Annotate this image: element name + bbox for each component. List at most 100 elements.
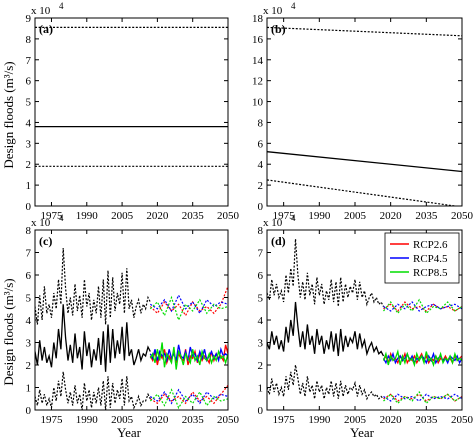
x-tick-label: 2020 <box>146 414 169 426</box>
x-tick-label: 2020 <box>146 210 169 222</box>
series-line-rcp85 <box>382 348 462 368</box>
plot-frame <box>266 17 463 207</box>
exponent-power: 4 <box>59 1 64 11</box>
exponent-label: x 10 <box>263 217 283 229</box>
x-tick-label: 1975 <box>273 414 296 426</box>
x-tick-label: 2035 <box>415 414 438 426</box>
y-tick-label: 6 <box>258 270 264 282</box>
y-tick-label: 4 <box>26 315 32 327</box>
y-tick-label: 7 <box>26 248 32 260</box>
series-line-11 <box>383 390 462 405</box>
series-line-2 <box>35 371 151 410</box>
x-tick-label: 2050 <box>217 414 240 426</box>
y-tick-label: 14 <box>252 55 264 67</box>
series-line-7 <box>383 301 462 312</box>
series-line-9 <box>149 384 228 405</box>
legend: RCP2.6 RCP4.5 RCP8.5 <box>384 232 460 284</box>
y-tick-label: 3 <box>26 338 32 350</box>
y-tick-label: 7 <box>258 248 264 260</box>
y-tick-label: 8 <box>258 225 264 237</box>
y-tick-label: 7 <box>26 55 32 67</box>
legend-entry: RCP8.5 <box>413 267 448 279</box>
series-group <box>35 26 228 167</box>
ylabel-top: Design floods (m³/s) <box>1 61 16 168</box>
y-tick-label: 4 <box>258 315 264 327</box>
y-tick-label: 18 <box>252 13 264 25</box>
x-tick-label: 1990 <box>308 210 331 222</box>
series-group <box>267 26 462 206</box>
xlabel-right: Year <box>350 425 375 440</box>
series-line-2 <box>267 179 455 206</box>
panel-label: (c) <box>39 234 52 248</box>
panel-label: (b) <box>271 22 286 36</box>
x-tick-label: 2005 <box>111 414 134 426</box>
panel-b: 1975 1990 2005 2020 2035 2050 0 2 4 6 8 10 12 14 16 18x… <box>252 1 474 222</box>
series-line-0 <box>267 238 385 307</box>
x-tick-label: 1990 <box>76 210 99 222</box>
y-tick-label: 10 <box>252 97 264 109</box>
plot-frame <box>34 17 229 207</box>
legend-entry: RCP2.6 <box>413 239 448 251</box>
series-line-1 <box>267 151 462 173</box>
y-tick-label: 0 <box>258 201 264 213</box>
y-tick-label: 3 <box>258 338 264 350</box>
series-line-10 <box>149 388 228 405</box>
series-line-2 <box>267 364 384 401</box>
panel-a: 1975 1990 2005 2020 2035 2050 0 1 2 3 4 5 6 7 8 9x 10 4 (… <box>26 1 240 222</box>
exponent-label: x 10 <box>263 5 283 17</box>
y-tick-label: 1 <box>26 383 32 395</box>
exponent-power: 4 <box>291 1 296 11</box>
panel-label: (a) <box>39 22 53 36</box>
x-tick-label: 2035 <box>415 210 438 222</box>
y-tick-label: 2 <box>26 159 32 171</box>
series-line-6 <box>149 286 228 317</box>
y-tick-label: 6 <box>26 270 32 282</box>
y-tick-label: 5 <box>26 293 32 305</box>
y-tick-label: 0 <box>26 201 32 213</box>
x-tick-label: 1990 <box>308 414 331 426</box>
series-line-8 <box>149 295 228 322</box>
x-tick-label: 1990 <box>76 414 99 426</box>
x-tick-label: 2050 <box>451 414 474 426</box>
ylabel-bottom: Design floods (m³/s) <box>1 278 16 385</box>
y-tick-label: 3 <box>26 138 32 150</box>
y-tick-label: 6 <box>26 76 32 88</box>
x-tick-label: 2020 <box>380 210 403 222</box>
x-tick-label: 2050 <box>217 210 240 222</box>
exponent-label: x 10 <box>31 5 51 17</box>
series-line-0 <box>35 247 151 325</box>
panel-label: (d) <box>271 234 286 248</box>
y-tick-label: 1 <box>258 383 264 395</box>
series-group <box>35 247 228 410</box>
y-tick-label: 0 <box>258 405 264 417</box>
y-tick-label: 2 <box>258 360 264 372</box>
x-tick-label: 2005 <box>344 414 367 426</box>
y-tick-label: 9 <box>26 13 32 25</box>
y-tick-label: 6 <box>258 138 264 150</box>
x-tick-label: 2005 <box>111 210 134 222</box>
series-group <box>267 238 462 405</box>
series-line-0 <box>267 26 462 37</box>
panel-d: 1975 1990 2005 2020 2035 2050 0 1 2 3 4 5 6 7 8x 10 4 (d… <box>258 213 474 426</box>
y-tick-label: 5 <box>258 293 264 305</box>
y-tick-label: 0 <box>26 405 32 417</box>
x-tick-label: 1975 <box>40 210 63 222</box>
panel-c: 1975 1990 2005 2020 2035 2050 0 1 2 3 4 5 6 7 8x 10 4 (c… <box>26 213 240 426</box>
exponent-power: 4 <box>59 213 64 223</box>
y-tick-label: 8 <box>26 225 32 237</box>
y-tick-label: 2 <box>258 180 264 192</box>
y-tick-label: 16 <box>252 34 264 46</box>
series-line-1 <box>35 304 151 372</box>
series-line-1 <box>267 301 385 357</box>
series-line-11 <box>149 388 228 410</box>
series-line-rcp85 <box>149 342 228 370</box>
x-tick-label: 1975 <box>40 414 63 426</box>
y-tick-label: 4 <box>26 117 32 129</box>
exponent-label: x 10 <box>31 217 51 229</box>
y-tick-label: 1 <box>26 180 32 192</box>
x-tick-label: 2035 <box>182 414 205 426</box>
series-line-8 <box>383 298 462 315</box>
y-tick-label: 2 <box>26 360 32 372</box>
legend-entry: RCP4.5 <box>413 253 448 265</box>
